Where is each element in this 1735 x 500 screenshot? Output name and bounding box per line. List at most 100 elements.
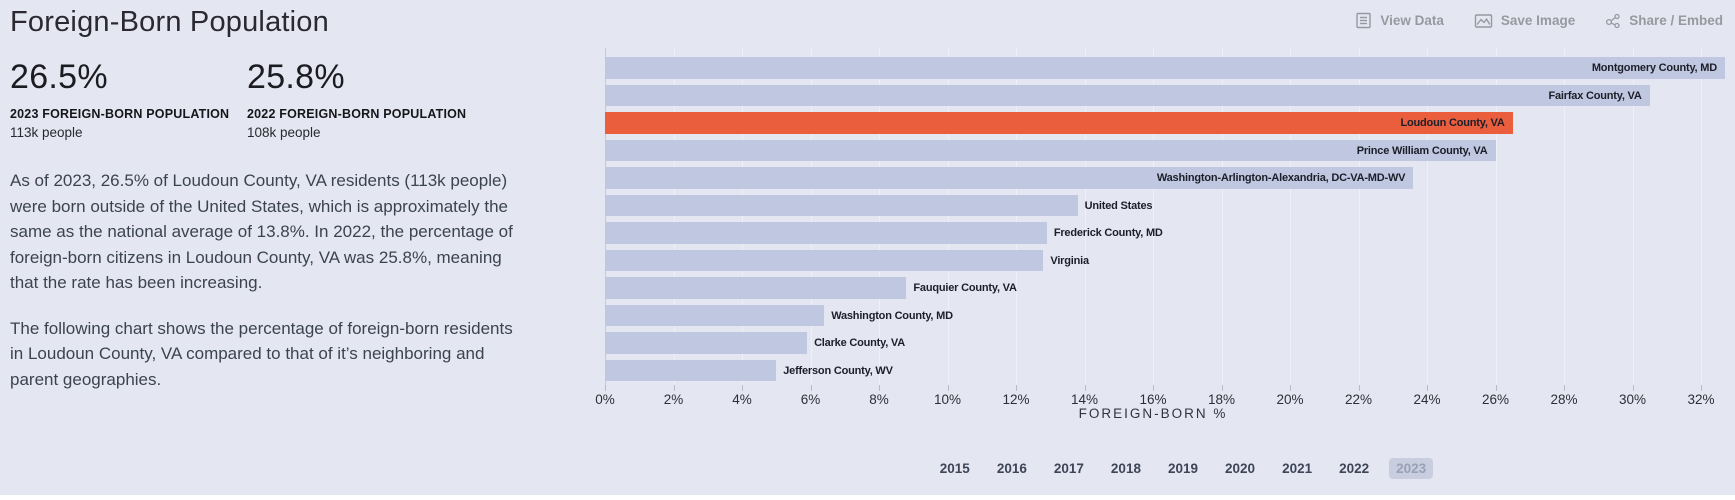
axis-tick xyxy=(1632,385,1634,391)
axis-tick xyxy=(1495,385,1497,391)
year-button-2020[interactable]: 2020 xyxy=(1218,458,1262,479)
section-divider xyxy=(0,495,1735,500)
year-button-2016[interactable]: 2016 xyxy=(990,458,1034,479)
gridline xyxy=(742,48,743,385)
narrative-text: As of 2023, 26.5% of Loudoun County, VA … xyxy=(10,168,515,412)
share-embed-label: Share / Embed xyxy=(1629,13,1723,28)
x-tick-label: 0% xyxy=(595,392,615,407)
axis-tick xyxy=(1358,385,1360,391)
gridline xyxy=(1084,48,1086,385)
x-tick-label: 24% xyxy=(1413,392,1441,407)
stat-2022-label: 2022 FOREIGN-BORN POPULATION xyxy=(247,107,467,121)
view-data-label: View Data xyxy=(1380,13,1444,28)
x-tick-label: 8% xyxy=(869,392,889,407)
axis-tick xyxy=(1153,385,1154,391)
gridline xyxy=(1495,48,1497,385)
x-tick-label: 22% xyxy=(1344,392,1373,407)
stat-2023-label: 2023 FOREIGN-BORN POPULATION xyxy=(10,107,230,121)
bar-label: Clarke County, VA xyxy=(814,337,905,349)
bar[interactable] xyxy=(605,57,1725,79)
x-tick-label: 14% xyxy=(1070,392,1099,407)
axis-tick xyxy=(1084,385,1086,391)
bar[interactable] xyxy=(605,84,1650,106)
year-button-2019[interactable]: 2019 xyxy=(1161,458,1205,479)
axis-tick xyxy=(605,385,606,391)
view-data-icon xyxy=(1355,12,1372,29)
year-button-2015[interactable]: 2015 xyxy=(933,458,977,479)
bar[interactable] xyxy=(605,167,1414,189)
bar[interactable] xyxy=(605,277,907,299)
year-button-2017[interactable]: 2017 xyxy=(1047,458,1091,479)
save-image-icon xyxy=(1474,13,1493,29)
stat-cards: 26.5% 2023 FOREIGN-BORN POPULATION 113k … xyxy=(10,58,484,140)
page-title: Foreign-Born Population xyxy=(10,6,329,38)
save-image-label: Save Image xyxy=(1500,13,1576,28)
x-tick-label: 4% xyxy=(732,392,752,407)
bar-label: Loudoun County, VA xyxy=(1400,117,1505,129)
gridline xyxy=(1701,48,1702,385)
bar[interactable] xyxy=(605,249,1044,271)
gridline xyxy=(1564,48,1565,385)
bar-label: Frederick County, MD xyxy=(1053,227,1163,239)
axis-tick xyxy=(1016,385,1017,391)
gridline xyxy=(1427,48,1428,385)
x-tick-label: 2% xyxy=(663,392,684,407)
gridline xyxy=(1358,48,1360,385)
stat-2023-subtitle: 113k people xyxy=(10,125,83,140)
x-tick-label: 28% xyxy=(1550,392,1578,407)
axis-tick xyxy=(1221,385,1223,391)
year-button-2021[interactable]: 2021 xyxy=(1275,458,1319,479)
stat-2022-subtitle: 108k people xyxy=(247,125,321,140)
year-button-2023-selected[interactable]: 2023 xyxy=(1389,458,1434,479)
gridline xyxy=(810,48,812,385)
axis-tick xyxy=(673,385,675,391)
year-button-2022[interactable]: 2022 xyxy=(1332,458,1376,479)
save-image-button[interactable]: Save Image xyxy=(1474,13,1575,29)
bar[interactable] xyxy=(605,359,777,381)
axis-tick xyxy=(947,385,949,391)
stat-2023-value: 26.5% xyxy=(10,58,108,96)
bar[interactable] xyxy=(605,304,825,326)
bar-label: Washington-Arlington-Alexandria, DC-VA-M… xyxy=(1156,172,1406,184)
bar-label: Fairfax County, VA xyxy=(1548,89,1642,102)
bar-label: Prince William County, VA xyxy=(1356,144,1488,157)
gridline xyxy=(1221,48,1223,385)
share-embed-button[interactable]: Share / Embed xyxy=(1605,12,1723,29)
axis-tick xyxy=(1701,385,1702,391)
axis-tick xyxy=(1427,385,1428,391)
bar-highlight[interactable] xyxy=(605,112,1513,134)
bar[interactable] xyxy=(605,139,1496,161)
gridline xyxy=(879,48,880,385)
y-axis-line xyxy=(605,48,606,385)
x-tick-label: 30% xyxy=(1618,392,1647,407)
narrative-paragraph-1: As of 2023, 26.5% of Loudoun County, VA … xyxy=(10,171,513,292)
year-timeline: 2015 2016 2017 2018 2019 2020 2021 2022 2023 xyxy=(605,458,1701,479)
bar[interactable] xyxy=(605,332,808,354)
toolbar: View Data Save Image Share xyxy=(1355,12,1723,29)
bar[interactable] xyxy=(605,194,1078,216)
x-tick-label: 16% xyxy=(1139,392,1167,407)
share-embed-icon xyxy=(1605,12,1621,29)
x-tick-label: 12% xyxy=(1002,392,1030,407)
gridline xyxy=(673,48,675,385)
axis-tick xyxy=(1290,385,1291,391)
x-tick-label: 10% xyxy=(933,392,962,407)
year-button-2018[interactable]: 2018 xyxy=(1104,458,1148,479)
gridline xyxy=(1290,48,1291,385)
bar-label: Fauquier County, VA xyxy=(913,282,1017,294)
axis-tick xyxy=(879,385,880,391)
axis-tick xyxy=(742,385,743,391)
x-axis-title: FOREIGN-BORN % xyxy=(1078,406,1228,421)
x-tick-label: 26% xyxy=(1481,392,1510,407)
bar[interactable] xyxy=(605,222,1047,244)
gridline xyxy=(1632,48,1634,385)
bar-label: Washington County, MD xyxy=(831,309,953,322)
axis-tick xyxy=(1564,385,1565,391)
axis-tick xyxy=(810,385,812,391)
view-data-button[interactable]: View Data xyxy=(1355,12,1444,29)
bar-label: Montgomery County, MD xyxy=(1591,62,1717,74)
stat-2022-value: 25.8% xyxy=(247,58,345,96)
x-tick-label: 18% xyxy=(1207,392,1236,407)
